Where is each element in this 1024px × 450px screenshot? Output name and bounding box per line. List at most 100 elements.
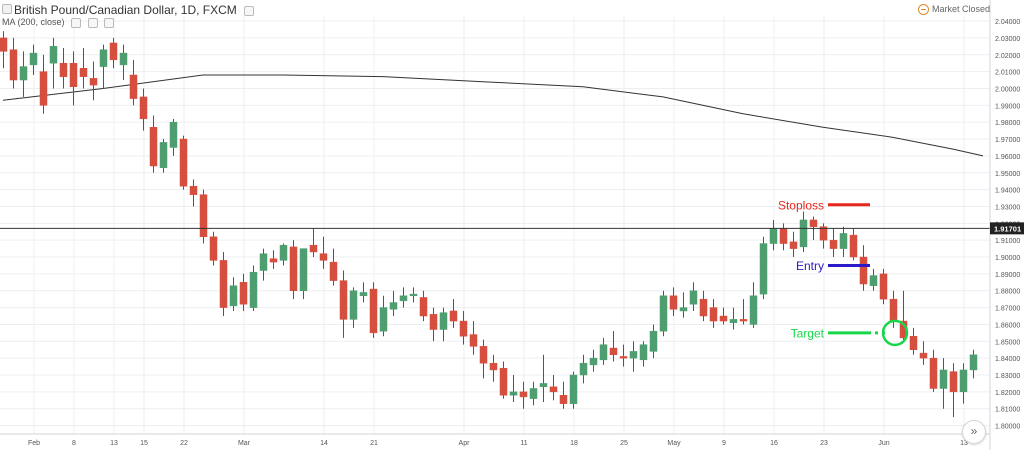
price-tick-label: 1.97000 bbox=[995, 137, 1020, 144]
candle bbox=[119, 44, 128, 81]
candle bbox=[369, 282, 378, 338]
price-tick-label: 2.01000 bbox=[995, 70, 1020, 77]
candle-body-down bbox=[239, 282, 248, 305]
candle bbox=[799, 211, 808, 252]
candle-body-up bbox=[349, 290, 358, 320]
price-tick-label: 1.96000 bbox=[995, 154, 1020, 161]
candle bbox=[919, 341, 928, 365]
candle bbox=[599, 337, 608, 365]
time-tick-label: 22 bbox=[180, 440, 188, 447]
indicator-settings-icon[interactable] bbox=[87, 17, 98, 28]
candle bbox=[669, 287, 678, 317]
candle-body-down bbox=[479, 346, 488, 364]
time-tick-label: Mar bbox=[238, 440, 251, 447]
candles-layer bbox=[0, 31, 978, 418]
candle-body-down bbox=[69, 62, 78, 88]
candle bbox=[59, 48, 68, 89]
time-tick-label: 14 bbox=[320, 440, 328, 447]
candle bbox=[39, 54, 48, 114]
candle bbox=[689, 282, 698, 311]
indicator-eye-icon[interactable] bbox=[71, 17, 82, 28]
candle bbox=[729, 307, 738, 330]
candle bbox=[319, 236, 328, 269]
indicator-label: MA (200, close) bbox=[2, 17, 65, 27]
candle-body-down bbox=[179, 138, 188, 187]
candle-body-down bbox=[269, 258, 278, 263]
candle bbox=[309, 228, 318, 258]
candle bbox=[289, 240, 298, 300]
last-price-label: 1.91701 bbox=[994, 224, 1021, 233]
candle bbox=[269, 250, 278, 269]
chart-header: British Pound/Canadian Dollar, 1D, FXCM … bbox=[0, 0, 990, 28]
candle bbox=[249, 265, 258, 311]
candle bbox=[579, 354, 588, 384]
candle bbox=[379, 295, 388, 337]
candle-body-up bbox=[759, 243, 768, 295]
symbol-settings-icon[interactable] bbox=[244, 5, 255, 16]
price-tick-label: 1.86000 bbox=[995, 322, 1020, 329]
candle bbox=[489, 354, 498, 382]
candle bbox=[649, 324, 658, 359]
candle-body-up bbox=[639, 344, 648, 361]
candle bbox=[209, 231, 218, 266]
candle bbox=[949, 363, 958, 418]
price-tick-label: 1.99000 bbox=[995, 103, 1020, 110]
time-tick-label: 13 bbox=[110, 440, 118, 447]
candle-body-up bbox=[49, 46, 58, 64]
candle bbox=[29, 44, 38, 75]
candle-body-down bbox=[709, 307, 718, 322]
market-status: Market Closed bbox=[917, 4, 990, 16]
candle bbox=[259, 248, 268, 281]
candle-body-down bbox=[199, 194, 208, 238]
scroll-to-realtime-button[interactable]: » bbox=[962, 420, 986, 444]
target-hit-circle bbox=[881, 319, 909, 347]
price-tick-label: 1.94000 bbox=[995, 188, 1020, 195]
candle bbox=[529, 381, 538, 406]
candle bbox=[679, 292, 688, 318]
candle-body-down bbox=[339, 280, 348, 320]
candle bbox=[329, 248, 338, 286]
time-tick-label: Feb bbox=[28, 440, 40, 447]
candle-body-up bbox=[169, 121, 178, 148]
candle bbox=[189, 179, 198, 207]
candle-body-up bbox=[659, 295, 668, 332]
chart-grid bbox=[0, 16, 990, 434]
candle-body-up bbox=[729, 319, 738, 324]
candle-body-down bbox=[609, 347, 618, 356]
indicator-close-icon[interactable] bbox=[104, 17, 115, 28]
candle-body-down bbox=[909, 335, 918, 350]
candle bbox=[569, 371, 578, 409]
price-tick-label: 1.80000 bbox=[995, 424, 1020, 431]
candle-body-up bbox=[359, 292, 368, 297]
market-status-label: Market Closed bbox=[931, 4, 990, 14]
candle-body-down bbox=[619, 356, 628, 359]
candle-body-down bbox=[9, 49, 18, 81]
time-tick-label: 8 bbox=[72, 440, 76, 447]
candle bbox=[79, 48, 88, 89]
candle-body-up bbox=[119, 52, 128, 66]
market-closed-icon bbox=[917, 4, 929, 16]
candle-body-up bbox=[689, 290, 698, 305]
price-tick-label: 1.90000 bbox=[995, 255, 1020, 262]
collapse-toggle[interactable] bbox=[2, 4, 12, 14]
price-tick-label: 2.03000 bbox=[995, 36, 1020, 43]
candle bbox=[399, 287, 408, 308]
entry-label: Entry bbox=[796, 259, 824, 273]
candle bbox=[439, 307, 448, 342]
candle bbox=[829, 228, 838, 258]
candle-body-up bbox=[439, 312, 448, 330]
indicator-legend[interactable]: MA (200, close) bbox=[2, 17, 115, 28]
stoploss-label: Stoploss bbox=[778, 198, 824, 212]
candle bbox=[959, 363, 968, 404]
candle bbox=[719, 307, 728, 325]
candle-body-down bbox=[559, 394, 568, 404]
candle bbox=[339, 270, 348, 338]
trade-annotations-layer: Stoploss Entry Target bbox=[778, 198, 909, 347]
candle-body-down bbox=[79, 68, 88, 77]
time-tick-label: 23 bbox=[820, 440, 828, 447]
candle bbox=[179, 135, 188, 190]
time-tick-label: 18 bbox=[570, 440, 578, 447]
candle bbox=[459, 310, 468, 345]
candle-body-up bbox=[509, 391, 518, 396]
